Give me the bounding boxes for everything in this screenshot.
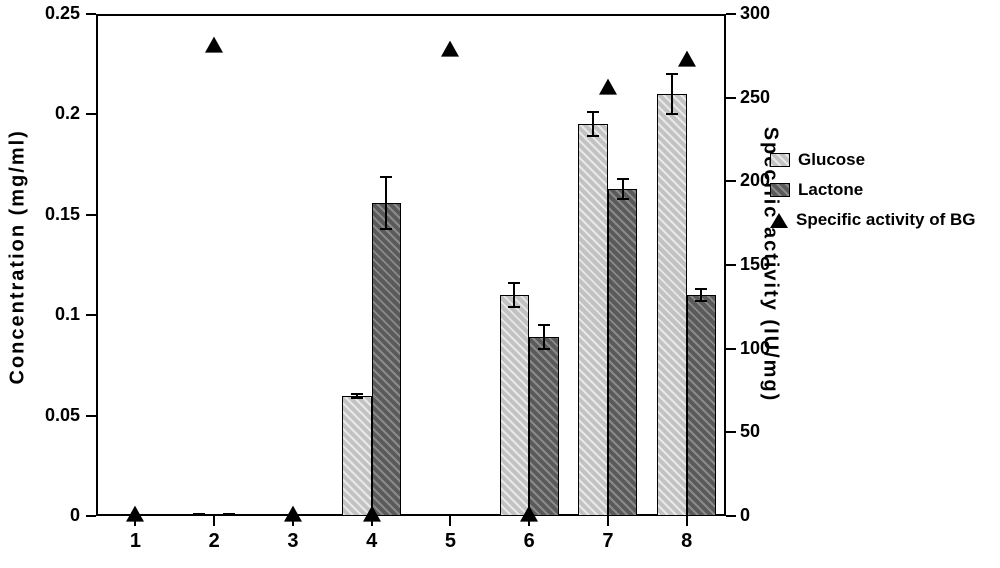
ytick-left-label: 0.05 — [0, 405, 80, 426]
legend-item-glucose: Glucose — [770, 150, 976, 170]
bar-lactone — [687, 295, 717, 516]
ytick-right-label: 250 — [740, 87, 790, 108]
xtick-label: 3 — [273, 530, 313, 553]
xtick-label: 4 — [352, 530, 392, 553]
xtick — [686, 516, 688, 526]
ytick-left-label: 0.1 — [0, 304, 80, 325]
errorcap — [666, 113, 678, 115]
bar-glucose — [500, 295, 530, 516]
errorcap — [508, 306, 520, 308]
errorbar — [513, 283, 515, 307]
ytick-right-label: 100 — [740, 338, 790, 359]
errorbar — [592, 112, 594, 136]
errorbar — [543, 325, 545, 349]
xtick — [449, 516, 451, 526]
xtick-label: 5 — [430, 530, 470, 553]
marker-triangle-icon — [599, 79, 617, 95]
ytick-right — [726, 515, 736, 517]
bar-lactone — [529, 337, 559, 516]
xtick-label: 8 — [667, 530, 707, 553]
ytick-right — [726, 348, 736, 350]
ytick-left — [86, 314, 96, 316]
errorcap — [380, 176, 392, 178]
ytick-right — [726, 97, 736, 99]
ytick-right-label: 300 — [740, 3, 790, 24]
errorcap — [193, 513, 205, 515]
legend-item-lactone: Lactone — [770, 180, 976, 200]
ytick-left-label: 0 — [0, 505, 80, 526]
errorcap — [695, 300, 707, 302]
ytick-right — [726, 13, 736, 15]
xtick — [213, 516, 215, 526]
bar-glucose — [342, 396, 372, 516]
marker-triangle-icon — [363, 506, 381, 522]
errorcap — [666, 73, 678, 75]
legend-label-glucose: Glucose — [798, 150, 865, 170]
errorcap — [380, 228, 392, 230]
errorcap — [223, 513, 235, 515]
ytick-left — [86, 515, 96, 517]
ytick-left — [86, 113, 96, 115]
bar-lactone — [372, 203, 402, 516]
errorcap — [617, 178, 629, 180]
bar-glucose — [657, 94, 687, 516]
ytick-right-label: 50 — [740, 421, 790, 442]
legend-swatch-lactone — [770, 183, 790, 197]
xtick-label: 7 — [588, 530, 628, 553]
errorcap — [508, 282, 520, 284]
legend-triangle-icon — [770, 213, 788, 228]
ytick-left-label: 0.2 — [0, 103, 80, 124]
ytick-left — [86, 214, 96, 216]
errorcap — [617, 198, 629, 200]
ytick-right — [726, 264, 736, 266]
legend: Glucose Lactone Specific activity of BG — [770, 150, 976, 240]
ytick-left — [86, 415, 96, 417]
legend-label-activity: Specific activity of BG — [796, 210, 976, 230]
xtick-label: 6 — [509, 530, 549, 553]
y-axis-left-title: Concentration (mg/ml) — [7, 145, 30, 385]
legend-item-activity: Specific activity of BG — [770, 210, 976, 230]
bar-glucose — [578, 124, 608, 516]
errorbar — [671, 74, 673, 114]
ytick-left — [86, 13, 96, 15]
marker-triangle-icon — [205, 37, 223, 53]
errorcap — [351, 393, 363, 395]
legend-swatch-glucose — [770, 153, 790, 167]
legend-label-lactone: Lactone — [798, 180, 863, 200]
xtick-label: 1 — [115, 530, 155, 553]
marker-triangle-icon — [284, 506, 302, 522]
errorcap — [538, 348, 550, 350]
errorcap — [351, 397, 363, 399]
marker-triangle-icon — [520, 506, 538, 522]
marker-triangle-icon — [126, 506, 144, 522]
marker-triangle-icon — [441, 40, 459, 56]
ytick-right-label: 150 — [740, 254, 790, 275]
errorcap — [695, 288, 707, 290]
chart-root: Concentration (mg/ml) Specific activity … — [0, 0, 1000, 568]
errorbar — [385, 177, 387, 229]
xtick-label: 2 — [194, 530, 234, 553]
marker-triangle-icon — [678, 50, 696, 66]
bar-lactone — [608, 189, 638, 516]
ytick-left-label: 0.25 — [0, 3, 80, 24]
ytick-right — [726, 180, 736, 182]
errorcap — [538, 324, 550, 326]
errorbar — [622, 179, 624, 199]
ytick-right-label: 0 — [740, 505, 790, 526]
xtick — [607, 516, 609, 526]
ytick-left-label: 0.15 — [0, 204, 80, 225]
ytick-right — [726, 431, 736, 433]
errorcap — [587, 111, 599, 113]
errorcap — [587, 135, 599, 137]
